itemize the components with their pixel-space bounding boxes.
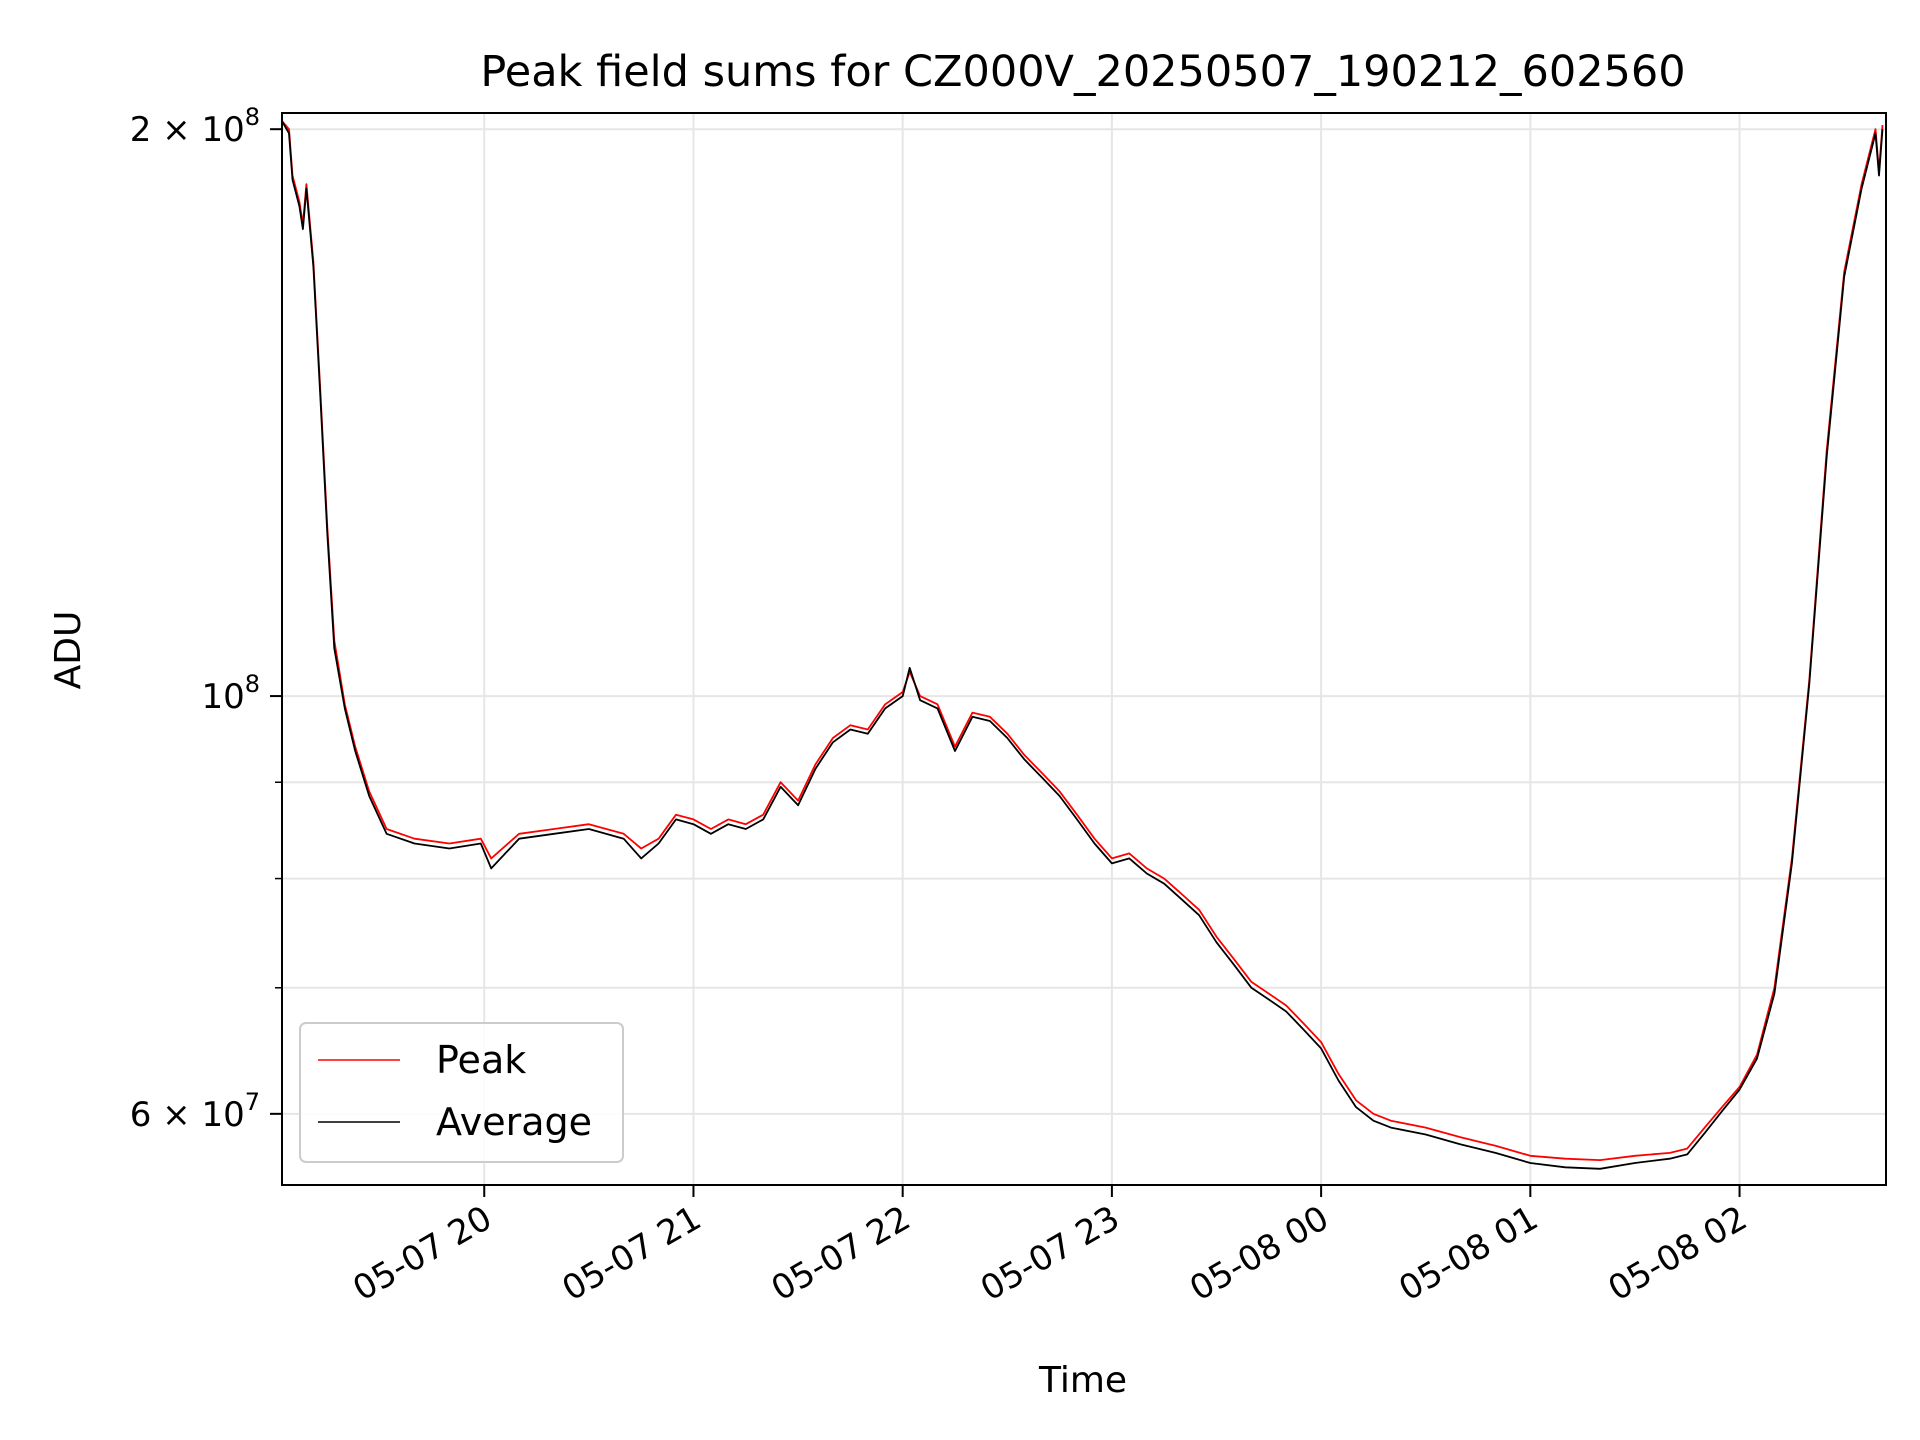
series-line-average	[281, 120, 1884, 1170]
grid	[282, 113, 1886, 1185]
legend-box	[299, 1022, 624, 1163]
series-layer	[281, 120, 1884, 1170]
legend: Peak Average	[299, 1022, 624, 1163]
y-tick-label: 6 × 107	[130, 1088, 260, 1135]
y-tick-label: 2 × 108	[130, 103, 260, 150]
x-axis-title: Time	[1038, 1360, 1127, 1401]
legend-label-average: Average	[436, 1100, 592, 1144]
series-line-peak	[281, 120, 1884, 1161]
legend-label-peak: Peak	[436, 1038, 526, 1082]
y-tick-label: 108	[201, 670, 260, 717]
y-axis-title: ADU	[48, 611, 89, 690]
plot-frame	[281, 112, 1887, 1186]
y-axis: 2 × 108 108 6 × 107	[130, 103, 282, 1135]
chart-title: Peak field sums for CZ000V_20250507_1902…	[480, 47, 1685, 97]
